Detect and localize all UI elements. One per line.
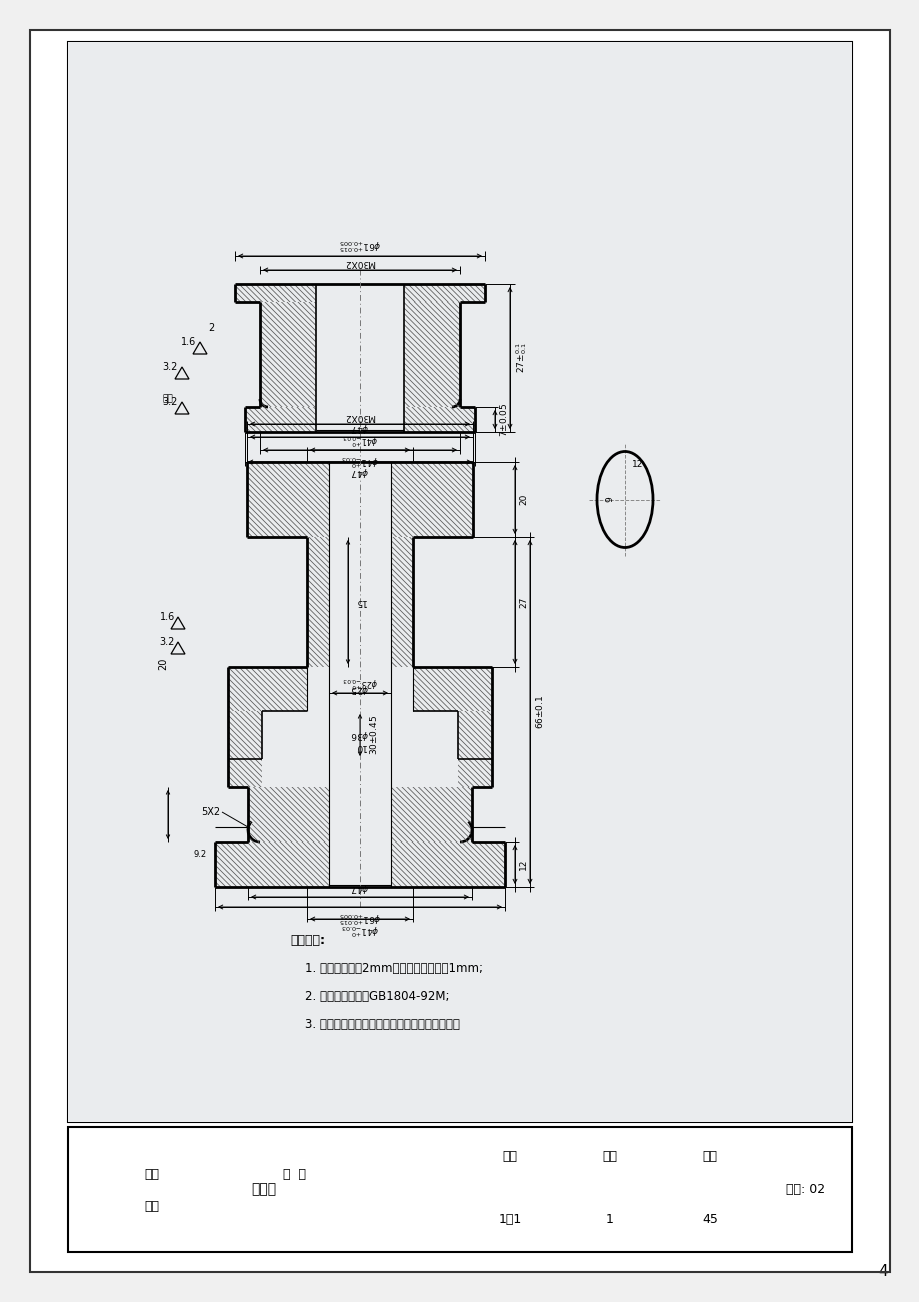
Polygon shape — [403, 302, 460, 408]
Text: $\phi$25: $\phi$25 — [350, 682, 369, 695]
Text: 3.2: 3.2 — [160, 637, 175, 647]
Text: 66$\pm$0.1: 66$\pm$0.1 — [533, 695, 544, 729]
Text: 评分: 评分 — [144, 1200, 159, 1213]
Polygon shape — [307, 536, 329, 667]
Text: $\phi$47: $\phi$47 — [350, 465, 369, 478]
Polygon shape — [260, 302, 315, 408]
Text: 30$\pm$0.45: 30$\pm$0.45 — [368, 715, 379, 755]
Text: 1: 1 — [606, 1213, 613, 1226]
Polygon shape — [246, 462, 329, 536]
Text: 基余: 基余 — [163, 395, 173, 404]
Text: 7$\pm$0.05: 7$\pm$0.05 — [497, 402, 508, 436]
Text: 日  期: 日 期 — [283, 1168, 306, 1181]
Text: 材料: 材料 — [702, 1151, 717, 1164]
Text: 3.2: 3.2 — [163, 362, 177, 372]
Text: 5X2: 5X2 — [200, 807, 220, 816]
Polygon shape — [391, 786, 471, 842]
Text: 姓名: 姓名 — [144, 1168, 159, 1181]
Text: $\phi$41$^{+0}_{-0.03}$: $\phi$41$^{+0}_{-0.03}$ — [341, 922, 379, 937]
Bar — [68, 1128, 851, 1253]
Text: 12: 12 — [518, 859, 528, 870]
Polygon shape — [215, 842, 329, 887]
Text: $\phi$41$^{+0}_{-0.03}$: $\phi$41$^{+0}_{-0.03}$ — [342, 432, 378, 447]
Text: 45: 45 — [701, 1213, 717, 1226]
Text: M30X2: M30X2 — [344, 411, 375, 421]
Bar — [68, 42, 851, 1122]
Text: 27$\pm_{0.1}^{0.1}$: 27$\pm_{0.1}^{0.1}$ — [514, 342, 528, 374]
Polygon shape — [403, 284, 484, 302]
Polygon shape — [244, 408, 315, 432]
Text: 3.2: 3.2 — [163, 397, 177, 408]
Text: 20: 20 — [518, 493, 528, 505]
Polygon shape — [391, 842, 505, 887]
Text: $\phi$61$^{+0.015}_{+0.005}$: $\phi$61$^{+0.015}_{+0.005}$ — [338, 910, 380, 924]
Text: $\phi$41$^{+0}_{-0.03}$: $\phi$41$^{+0}_{-0.03}$ — [341, 453, 379, 467]
Text: 图号: 02: 图号: 02 — [786, 1184, 824, 1197]
Text: 10: 10 — [354, 742, 366, 751]
Polygon shape — [248, 786, 329, 842]
Polygon shape — [391, 536, 413, 667]
Polygon shape — [458, 759, 492, 786]
Text: $\phi$61$^{+0.015}_{+0.005}$: $\phi$61$^{+0.015}_{+0.005}$ — [338, 237, 380, 253]
Text: 配合件: 配合件 — [251, 1182, 277, 1197]
Text: $\phi$47: $\phi$47 — [350, 421, 369, 434]
Text: $\phi$36: $\phi$36 — [350, 729, 369, 742]
Text: 4: 4 — [878, 1264, 887, 1279]
Text: 27: 27 — [518, 596, 528, 608]
Text: 2: 2 — [208, 323, 214, 333]
Text: M30X2: M30X2 — [344, 258, 375, 267]
Polygon shape — [403, 408, 474, 432]
Text: 技术要求:: 技术要求: — [289, 934, 324, 947]
Text: $\phi$23$^{+0}_{-0.03}$: $\phi$23$^{+0}_{-0.03}$ — [342, 676, 378, 690]
Text: $\phi$47: $\phi$47 — [350, 881, 369, 894]
Polygon shape — [228, 711, 262, 759]
Text: 15: 15 — [354, 598, 366, 607]
Bar — [68, 42, 851, 1122]
Text: 2. 未注尺寸公差按GB1804-92M;: 2. 未注尺寸公差按GB1804-92M; — [305, 990, 449, 1003]
Text: 9.2: 9.2 — [193, 850, 207, 859]
Text: 比例: 比例 — [502, 1151, 517, 1164]
Text: 20: 20 — [158, 658, 168, 671]
Text: 1.6: 1.6 — [180, 337, 196, 348]
Text: 3. 不得用油石砂布等工具对表面进行修饰加工。: 3. 不得用油石砂布等工具对表面进行修饰加工。 — [305, 1018, 460, 1031]
Text: 1. 螺纹处倒角为2mm，其他未注倒角为1mm;: 1. 螺纹处倒角为2mm，其他未注倒角为1mm; — [305, 962, 482, 975]
Text: 数量: 数量 — [602, 1151, 617, 1164]
Polygon shape — [391, 462, 472, 536]
Text: 9: 9 — [605, 496, 613, 503]
Polygon shape — [234, 284, 315, 302]
Text: 12: 12 — [631, 461, 643, 470]
Text: 1.6: 1.6 — [160, 612, 175, 622]
Polygon shape — [228, 759, 262, 786]
Polygon shape — [458, 711, 492, 759]
Text: 1：1: 1：1 — [498, 1213, 521, 1226]
Polygon shape — [228, 667, 307, 711]
Polygon shape — [413, 667, 492, 711]
